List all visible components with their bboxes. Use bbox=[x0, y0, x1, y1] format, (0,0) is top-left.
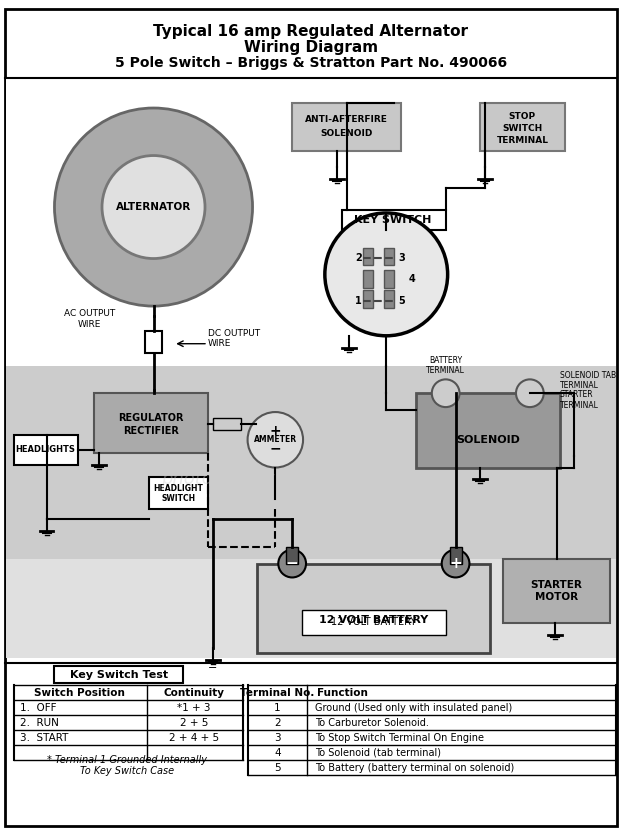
Circle shape bbox=[325, 213, 448, 336]
Text: SWITCH: SWITCH bbox=[502, 124, 543, 134]
FancyBboxPatch shape bbox=[384, 248, 394, 266]
FancyBboxPatch shape bbox=[342, 210, 446, 230]
Text: 5 Pole Switch – Briggs & Stratton Part No. 490066: 5 Pole Switch – Briggs & Stratton Part N… bbox=[115, 57, 507, 70]
Text: −: − bbox=[269, 442, 281, 456]
FancyBboxPatch shape bbox=[286, 547, 298, 564]
Circle shape bbox=[55, 108, 252, 306]
Text: To Stop Switch Terminal On Engine: To Stop Switch Terminal On Engine bbox=[315, 733, 484, 743]
Text: +: + bbox=[449, 556, 462, 571]
Text: 12 VOLT BATTERY: 12 VOLT BATTERY bbox=[331, 617, 416, 627]
FancyBboxPatch shape bbox=[364, 248, 374, 266]
FancyBboxPatch shape bbox=[94, 393, 208, 453]
Text: Function: Function bbox=[317, 688, 368, 698]
Text: STARTER
TERMINAL: STARTER TERMINAL bbox=[560, 391, 598, 410]
FancyBboxPatch shape bbox=[5, 9, 617, 826]
Text: −: − bbox=[286, 556, 298, 571]
Text: SOLENOID TAB
TERMINAL: SOLENOID TAB TERMINAL bbox=[560, 371, 615, 390]
FancyBboxPatch shape bbox=[55, 665, 183, 683]
FancyBboxPatch shape bbox=[257, 564, 490, 653]
Text: Switch Position: Switch Position bbox=[34, 688, 125, 698]
Text: AMMETER: AMMETER bbox=[254, 435, 297, 444]
Text: 2 + 4 + 5: 2 + 4 + 5 bbox=[169, 733, 219, 743]
Text: Wiring Diagram: Wiring Diagram bbox=[244, 40, 378, 55]
Text: DC OUTPUT
WIRE: DC OUTPUT WIRE bbox=[208, 329, 260, 348]
FancyBboxPatch shape bbox=[384, 291, 394, 308]
Text: KEY SWITCH: KEY SWITCH bbox=[354, 215, 432, 225]
Text: 2 + 5: 2 + 5 bbox=[180, 718, 208, 728]
Text: RECTIFIER: RECTIFIER bbox=[123, 426, 179, 436]
Text: Key Switch Test: Key Switch Test bbox=[70, 670, 168, 680]
FancyBboxPatch shape bbox=[480, 103, 565, 150]
Circle shape bbox=[441, 549, 470, 578]
Text: +: + bbox=[269, 424, 281, 438]
Text: To Solenoid (tab terminal): To Solenoid (tab terminal) bbox=[315, 747, 441, 757]
FancyBboxPatch shape bbox=[213, 418, 241, 430]
FancyBboxPatch shape bbox=[364, 271, 374, 288]
FancyBboxPatch shape bbox=[149, 478, 208, 509]
Text: 12 VOLT BATTERY: 12 VOLT BATTERY bbox=[319, 615, 428, 625]
FancyBboxPatch shape bbox=[302, 610, 446, 635]
FancyBboxPatch shape bbox=[384, 271, 394, 288]
Text: AC OUTPUT
WIRE: AC OUTPUT WIRE bbox=[63, 309, 115, 329]
Circle shape bbox=[278, 549, 306, 578]
Text: photobucket: photobucket bbox=[161, 470, 274, 488]
Text: HEADLIGHTS: HEADLIGHTS bbox=[16, 445, 75, 454]
Text: Terminal No.: Terminal No. bbox=[240, 688, 315, 698]
FancyBboxPatch shape bbox=[292, 103, 401, 150]
Text: STOP: STOP bbox=[509, 113, 536, 121]
Text: *1 + 3: *1 + 3 bbox=[177, 703, 211, 713]
Text: * Terminal 1 Grounded Internally
To Key Switch Case: * Terminal 1 Grounded Internally To Key … bbox=[46, 755, 207, 777]
Text: ALTERNATOR: ALTERNATOR bbox=[116, 202, 191, 212]
Text: Typical 16 amp Regulated Alternator: Typical 16 amp Regulated Alternator bbox=[153, 24, 468, 39]
Text: 3: 3 bbox=[399, 252, 406, 262]
Text: BATTERY
TERMINAL: BATTERY TERMINAL bbox=[426, 356, 465, 376]
FancyBboxPatch shape bbox=[416, 393, 560, 468]
Text: REGULATOR: REGULATOR bbox=[118, 413, 184, 423]
Text: 2: 2 bbox=[355, 252, 362, 262]
FancyBboxPatch shape bbox=[503, 559, 610, 623]
Text: Ground (Used only with insulated panel): Ground (Used only with insulated panel) bbox=[315, 703, 512, 713]
Text: 4: 4 bbox=[274, 747, 281, 757]
Text: 1.  OFF: 1. OFF bbox=[20, 703, 57, 713]
Text: STARTER
MOTOR: STARTER MOTOR bbox=[531, 580, 583, 601]
FancyBboxPatch shape bbox=[450, 547, 462, 564]
Text: 1: 1 bbox=[274, 703, 281, 713]
FancyBboxPatch shape bbox=[14, 435, 79, 464]
Text: 3.  START: 3. START bbox=[20, 733, 68, 743]
Text: To Battery (battery terminal on solenoid): To Battery (battery terminal on solenoid… bbox=[315, 762, 514, 772]
Circle shape bbox=[516, 379, 544, 407]
FancyBboxPatch shape bbox=[364, 291, 374, 308]
FancyBboxPatch shape bbox=[144, 331, 163, 352]
Text: 4: 4 bbox=[409, 275, 415, 285]
Text: 5: 5 bbox=[399, 296, 406, 306]
Text: SOLENOID: SOLENOID bbox=[456, 435, 520, 445]
Text: Continuity: Continuity bbox=[164, 688, 225, 698]
Text: ANTI-AFTERFIRE: ANTI-AFTERFIRE bbox=[305, 115, 388, 124]
FancyBboxPatch shape bbox=[6, 78, 616, 366]
Text: SOLENOID: SOLENOID bbox=[320, 129, 373, 139]
Text: 3: 3 bbox=[274, 733, 281, 743]
Text: To Carburetor Solenoid.: To Carburetor Solenoid. bbox=[315, 718, 429, 728]
FancyBboxPatch shape bbox=[6, 366, 616, 559]
Text: TERMINAL: TERMINAL bbox=[496, 136, 548, 145]
Text: HEADLIGHT
SWITCH: HEADLIGHT SWITCH bbox=[153, 483, 203, 503]
Text: 2: 2 bbox=[274, 718, 281, 728]
Circle shape bbox=[432, 379, 460, 407]
Text: 5: 5 bbox=[274, 762, 281, 772]
Circle shape bbox=[102, 155, 205, 259]
Text: 1: 1 bbox=[355, 296, 362, 306]
Text: 2.  RUN: 2. RUN bbox=[20, 718, 58, 728]
FancyBboxPatch shape bbox=[6, 559, 616, 658]
Text: −: − bbox=[208, 662, 218, 672]
Circle shape bbox=[247, 412, 303, 468]
